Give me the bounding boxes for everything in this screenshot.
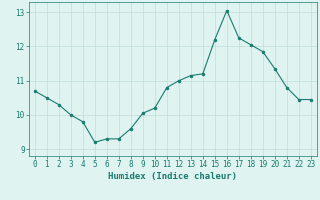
X-axis label: Humidex (Indice chaleur): Humidex (Indice chaleur) (108, 172, 237, 181)
